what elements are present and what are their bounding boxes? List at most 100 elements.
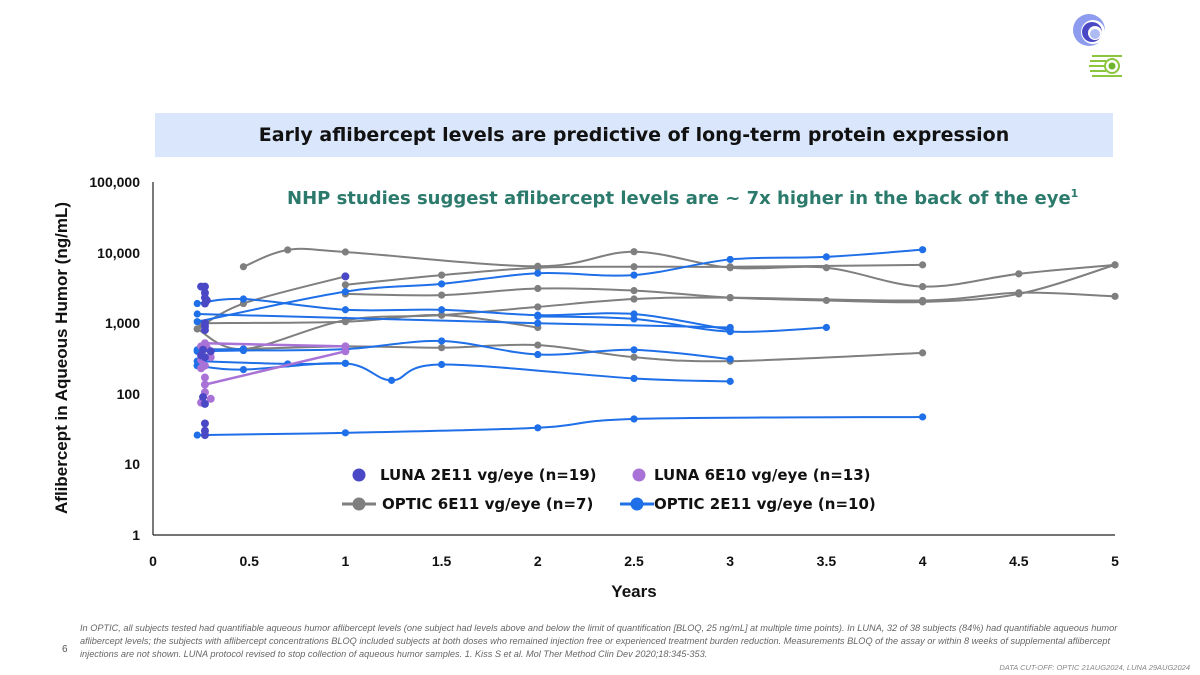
luna-6e10-data-point xyxy=(341,347,350,356)
optic-2e11-data-point xyxy=(630,271,638,279)
luna-2e11-data-point xyxy=(341,272,350,281)
optic-6e11-data-point xyxy=(919,349,927,357)
optic-2e11-data-point xyxy=(193,318,201,326)
x-tick-label: 3 xyxy=(726,553,735,569)
optic-2e11-data-point xyxy=(239,295,248,303)
optic-2e11-data-point xyxy=(726,355,734,363)
optic-6e11-data-point xyxy=(919,261,927,269)
luna-2e11-data-point xyxy=(200,419,209,428)
luna-2e11-data-point xyxy=(200,299,209,308)
optic-2e11-subject-line xyxy=(197,360,346,366)
chart-subtitle: NHP studies suggest aflibercept levels a… xyxy=(287,187,1078,209)
luna-6e10-data-point xyxy=(206,394,215,403)
y-tick-label: 1 xyxy=(132,527,140,543)
optic-6e11-data-point xyxy=(1015,270,1023,278)
optic-6e11-data-point xyxy=(341,318,349,326)
optic-6e11-data-point xyxy=(630,353,638,361)
optic-6e11-data-point xyxy=(534,341,542,349)
optic-6e11-data-point xyxy=(726,263,734,271)
optic-2e11-data-point xyxy=(822,323,831,332)
optic-6e11-subject-line xyxy=(243,247,1116,288)
optic-2e11-data-point xyxy=(193,299,201,308)
x-tick-label: 4.5 xyxy=(1009,553,1029,569)
optic-6e11-data-point xyxy=(438,344,446,352)
legend-label: LUNA 2E11 vg/eye (n=19) xyxy=(380,466,597,484)
optic-2e11-data-point xyxy=(630,315,638,323)
optic-2e11-data-point xyxy=(630,374,638,383)
optic-2e11-data-point xyxy=(534,424,542,432)
optic-2e11-subject-line xyxy=(197,312,731,329)
y-tick-label: 1,000 xyxy=(104,315,140,332)
optic-6e11-subject-line xyxy=(204,343,923,363)
optic-2e11-data-point xyxy=(726,328,734,336)
luna-6e10-data-point xyxy=(200,373,209,382)
legend-label: OPTIC 6E11 vg/eye (n=7) xyxy=(382,495,594,513)
page-title: Early aflibercept levels are predictive … xyxy=(258,124,1010,146)
optic-6e11-subject-line xyxy=(196,275,346,330)
y-tick-label: 10,000 xyxy=(97,244,140,261)
optic-2e11-data-point xyxy=(239,345,248,353)
page-number: 6 xyxy=(62,644,68,655)
legend-label: OPTIC 2E11 vg/eye (n=10) xyxy=(654,495,876,513)
luna-2e11-data-point xyxy=(199,393,208,402)
optic-2e11-data-point xyxy=(534,319,542,327)
y-tick-label: 10 xyxy=(124,456,140,473)
optic-6e11-data-point xyxy=(630,295,638,303)
y-tick-label: 100 xyxy=(116,385,140,402)
optic-2e11-data-point xyxy=(919,246,927,254)
optic-2e11-data-point xyxy=(239,366,248,374)
optic-6e11-data-point xyxy=(239,263,248,271)
legend-marker-luna-6e10 xyxy=(632,468,646,482)
optic-6e11-data-point xyxy=(1015,289,1023,297)
optic-6e11-data-point xyxy=(534,303,542,311)
optic-2e11-data-point xyxy=(387,376,396,384)
optic-6e11-data-point xyxy=(438,291,446,299)
optic-6e11-data-point xyxy=(193,325,201,333)
optic-2e11-data-point xyxy=(193,431,201,439)
luna-6e10-data-point xyxy=(200,380,209,389)
optic-2e11-data-point xyxy=(438,360,446,369)
optic-2e11-data-point xyxy=(919,413,927,421)
subtitle-text: NHP studies suggest aflibercept levels a… xyxy=(287,188,1071,209)
luna-logo xyxy=(1065,8,1115,48)
legend-marker-optic-2e11 xyxy=(620,497,654,511)
optic-6e11-data-point xyxy=(630,286,638,295)
optic-6e11-data-point xyxy=(438,271,446,279)
luna-2e11-data-point xyxy=(206,347,215,356)
luna-2e11-data-point xyxy=(200,282,209,291)
optic-2e11-data-point xyxy=(822,253,831,261)
optic-2e11-data-point xyxy=(438,306,446,314)
optic-6e11-data-point xyxy=(1111,261,1119,269)
legend-optic-6e11: OPTIC 6E11 vg/eye (n=7) xyxy=(342,495,593,513)
optic-2e11-data-point xyxy=(438,337,446,345)
legend-optic-2e11: OPTIC 2E11 vg/eye (n=10) xyxy=(620,495,876,513)
x-tick-label: 2.5 xyxy=(624,553,644,569)
optic-2e11-data-point xyxy=(534,269,542,277)
x-tick-label: 2 xyxy=(533,553,542,569)
y-tick-label: 100,000 xyxy=(89,174,140,190)
x-tick-label: 1 xyxy=(341,553,350,569)
optic-2e11-data-point xyxy=(534,312,542,320)
optic-6e11-data-point xyxy=(630,248,638,256)
luna-6e10-data-point xyxy=(206,353,215,362)
luna-logo-icon xyxy=(1073,14,1105,46)
optic-6e11-data-point xyxy=(726,294,734,302)
optic-6e11-data-point xyxy=(341,248,349,256)
optic-2e11-data-point xyxy=(341,288,349,296)
optic-2e11-data-point xyxy=(193,310,201,318)
x-tick-label: 3.5 xyxy=(816,553,837,569)
optic-6e11-data-point xyxy=(630,263,638,271)
optic-2e11-data-point xyxy=(726,377,734,385)
optic-2e11-data-point xyxy=(630,346,638,354)
optic-6e11-subject-line xyxy=(196,291,1116,351)
luna-6e10-data-point xyxy=(200,361,209,370)
x-tick-label: 0.5 xyxy=(239,553,259,569)
optic-2e11-subject-line xyxy=(537,315,827,333)
optic-2e11-data-point xyxy=(341,429,349,437)
luna-6e10-subject-line xyxy=(204,342,346,348)
data-cutoff: DATA CUT-OFF: OPTIC 21AUG2024, LUNA 29AU… xyxy=(999,663,1190,672)
subtitle-footnote-ref: 1 xyxy=(1070,187,1079,200)
optic-2e11-data-point xyxy=(534,350,542,359)
x-axis-label: Years xyxy=(611,582,657,601)
optic-6e11-data-point xyxy=(534,284,542,293)
